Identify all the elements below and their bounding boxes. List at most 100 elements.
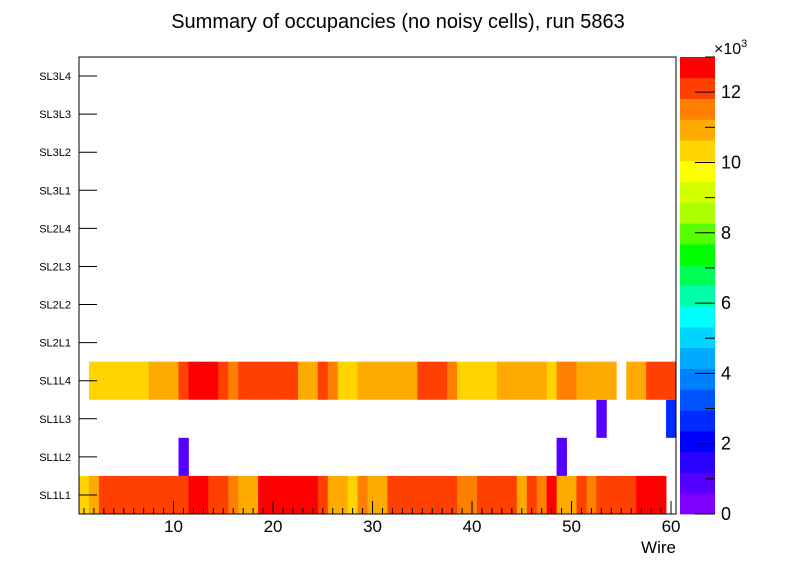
colorbar-band bbox=[680, 119, 715, 141]
heatmap-cell bbox=[606, 361, 617, 400]
colorbar-exponent: ×103 bbox=[714, 38, 747, 58]
heatmap-cell bbox=[138, 361, 150, 400]
heatmap-cell bbox=[526, 361, 538, 400]
colorbar-band bbox=[680, 410, 715, 432]
y-tick-label: SL2L1 bbox=[39, 338, 71, 350]
colorbar-tick-label: 2 bbox=[721, 434, 731, 454]
heatmap-cell bbox=[477, 361, 488, 400]
colorbar-band bbox=[680, 368, 715, 390]
y-tick-label: SL3L1 bbox=[39, 185, 71, 197]
colorbar-band bbox=[680, 243, 715, 266]
heatmap-cell bbox=[128, 475, 140, 514]
heatmap-cell bbox=[586, 361, 597, 400]
colorbar: 0 2 4 6 8 10 12 bbox=[680, 56, 741, 524]
heatmap-cell bbox=[447, 361, 458, 400]
y-tick-label: SL3L4 bbox=[39, 71, 71, 83]
colorbar-exponent-power: 3 bbox=[741, 38, 747, 50]
heatmap-cell bbox=[248, 361, 259, 400]
heatmap-cell bbox=[327, 361, 339, 400]
colorbar-band bbox=[680, 493, 715, 515]
chart-title: Summary of occupancies (no noisy cells),… bbox=[171, 11, 625, 33]
heatmap-cell bbox=[536, 475, 548, 514]
heatmap-cell bbox=[208, 475, 219, 514]
colorbar-tick-label: 4 bbox=[721, 363, 731, 383]
heatmap-cell bbox=[108, 361, 120, 400]
heatmap-cell bbox=[457, 475, 468, 514]
heatmap-cell bbox=[148, 475, 159, 514]
heatmap-cell bbox=[297, 475, 309, 514]
heatmap-cell bbox=[317, 361, 329, 400]
heatmap-cell bbox=[666, 361, 677, 400]
colorbar-tick-label: 6 bbox=[721, 293, 731, 313]
colorbar-band bbox=[680, 327, 715, 349]
heatmap-cell bbox=[238, 475, 249, 514]
heatmap-cell bbox=[248, 475, 259, 514]
heatmap-cell bbox=[118, 475, 130, 514]
heatmap-cell bbox=[596, 399, 607, 438]
heatmap-cell bbox=[566, 475, 577, 514]
heatmap-cell bbox=[198, 475, 209, 514]
heatmap-cell bbox=[387, 475, 398, 514]
heatmap-cell bbox=[347, 361, 358, 400]
heatmap-cell bbox=[307, 361, 319, 400]
heatmap-cell bbox=[576, 475, 587, 514]
heatmap-cell bbox=[337, 361, 349, 400]
heatmap-cell bbox=[486, 475, 498, 514]
heatmap-cell bbox=[496, 475, 508, 514]
heatmap-cell bbox=[218, 361, 229, 400]
heatmap-cell bbox=[278, 475, 289, 514]
colorbar-tick-label: 12 bbox=[721, 82, 741, 102]
heatmap-cell bbox=[576, 361, 587, 400]
heatmap-cell bbox=[178, 361, 189, 400]
heatmap-cell bbox=[447, 475, 458, 514]
heatmap-cell bbox=[218, 475, 229, 514]
heatmap-cell bbox=[596, 361, 607, 400]
heatmap-cell bbox=[278, 361, 289, 400]
heatmap-cell bbox=[656, 475, 667, 514]
heatmap-cell bbox=[417, 361, 428, 400]
heatmap-cell bbox=[228, 361, 239, 400]
colorbar-band bbox=[680, 285, 715, 307]
y-tick-label: SL2L2 bbox=[39, 300, 71, 312]
heatmap-cell bbox=[317, 475, 329, 514]
heatmap-cell bbox=[437, 475, 448, 514]
heatmap-cell bbox=[297, 361, 309, 400]
heatmap-cell bbox=[546, 361, 557, 400]
plot-frame bbox=[78, 56, 677, 515]
heatmap-cell bbox=[138, 475, 150, 514]
x-axis: 10 20 30 40 50 60 bbox=[83, 501, 680, 536]
heatmap-cell bbox=[636, 475, 647, 514]
y-tick-label: SL3L2 bbox=[39, 147, 71, 159]
heatmap-cell bbox=[268, 475, 279, 514]
heatmap-cell bbox=[556, 475, 567, 514]
heatmap-cell bbox=[606, 475, 617, 514]
heatmap-cell bbox=[566, 361, 577, 400]
heatmap-cell bbox=[228, 475, 239, 514]
heatmap-cell bbox=[586, 475, 597, 514]
heatmap-cell bbox=[168, 475, 179, 514]
heatmap-cell bbox=[397, 475, 408, 514]
heatmap-cell bbox=[128, 361, 140, 400]
y-tick-label: SL1L4 bbox=[39, 376, 71, 388]
heatmap-cell bbox=[427, 475, 438, 514]
colorbar-exponent-base: ×10 bbox=[714, 41, 741, 58]
heatmap-cell bbox=[407, 361, 418, 400]
heatmap-cell bbox=[397, 361, 408, 400]
heatmap-cell bbox=[158, 475, 169, 514]
heatmap-cell bbox=[337, 475, 349, 514]
colorbar-band bbox=[680, 77, 715, 99]
heatmap-cell bbox=[626, 361, 637, 400]
heatmap-cell bbox=[506, 475, 518, 514]
heatmap-cell bbox=[417, 475, 428, 514]
heatmap-cell bbox=[596, 475, 607, 514]
heatmap-cell bbox=[347, 475, 358, 514]
colorbar-band bbox=[680, 306, 715, 328]
heatmap-cell bbox=[526, 475, 538, 514]
heatmap-cell bbox=[307, 475, 319, 514]
y-tick-label: SL2L3 bbox=[39, 261, 71, 273]
colorbar-band bbox=[680, 140, 715, 162]
heatmap-cell bbox=[367, 475, 378, 514]
heatmap-cell bbox=[168, 361, 179, 400]
colorbar-band bbox=[680, 223, 715, 245]
